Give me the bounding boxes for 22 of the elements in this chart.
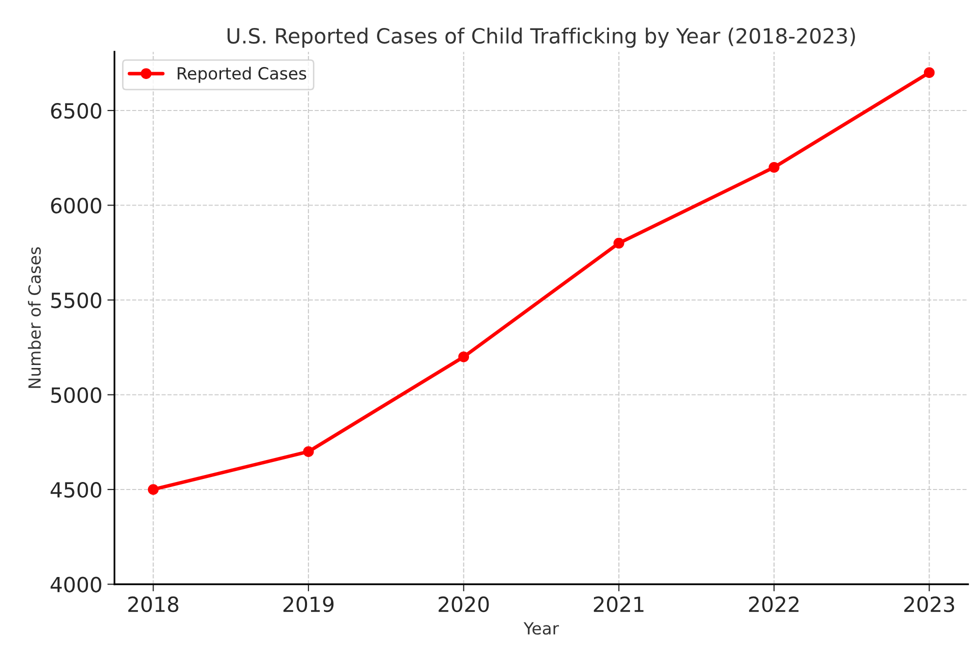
x-tick-label: 2022 bbox=[749, 596, 798, 612]
y-tick-label: 6000 bbox=[51, 198, 102, 214]
x-axis-title: Year bbox=[524, 622, 559, 635]
chart-title: U.S. Reported Cases of Child Trafficking by Year (2018-2023) bbox=[228, 28, 855, 48]
y-tick-label: 5000 bbox=[51, 387, 102, 403]
point bbox=[924, 67, 935, 78]
y-tick-label: 4000 bbox=[50, 576, 102, 592]
point bbox=[613, 238, 624, 249]
y-tick-label: 6500 bbox=[51, 102, 102, 119]
y-tick-label: 4500 bbox=[50, 482, 102, 498]
x-tick-label: 2021 bbox=[594, 596, 644, 612]
y-tick-label: 5500 bbox=[51, 292, 102, 308]
legend-label: Reported Cases bbox=[178, 66, 306, 83]
x-tick-label: 2023 bbox=[904, 596, 954, 612]
point bbox=[148, 484, 159, 495]
x-tick-label: 2019 bbox=[283, 596, 334, 612]
x-tick-label: 2018 bbox=[128, 596, 178, 612]
point bbox=[768, 162, 780, 173]
x-tick-label: 2020 bbox=[438, 596, 489, 612]
y-axis-title: Number of Cases bbox=[28, 247, 41, 388]
point bbox=[458, 351, 470, 362]
point bbox=[303, 446, 314, 457]
